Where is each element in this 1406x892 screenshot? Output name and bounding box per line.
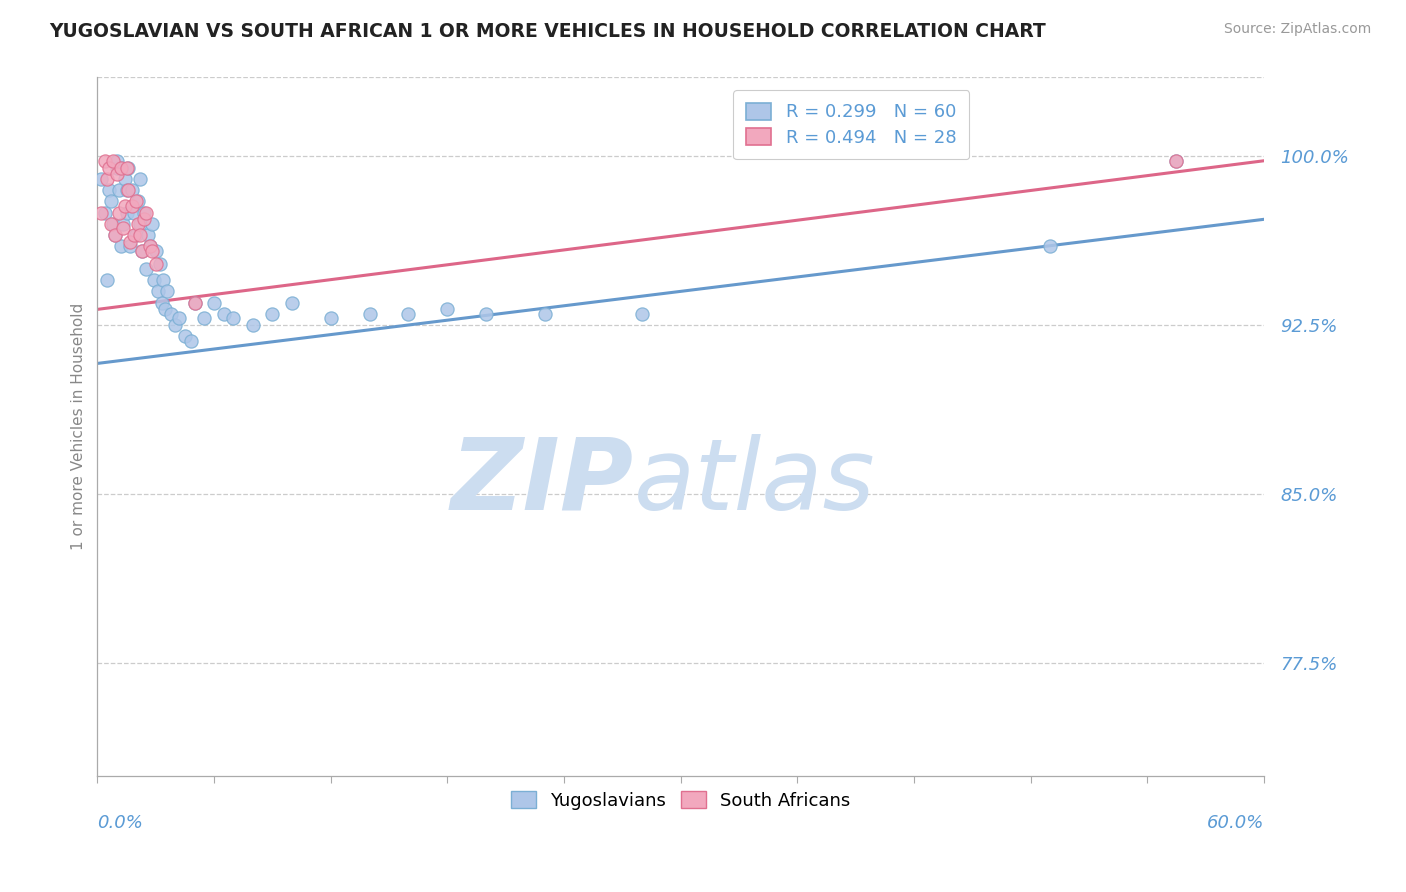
Point — [155, 302, 177, 317]
Point — [115, 161, 138, 175]
Point — [183, 295, 205, 310]
Y-axis label: 1 or more Vehicles in Household: 1 or more Vehicles in Household — [72, 303, 86, 550]
Point — [281, 295, 304, 310]
Point — [98, 161, 121, 175]
Point — [142, 273, 165, 287]
Point — [141, 244, 163, 258]
Point — [124, 228, 146, 243]
Point — [359, 307, 381, 321]
Point — [165, 318, 187, 333]
Point — [150, 295, 173, 310]
Point — [114, 171, 136, 186]
Point — [156, 285, 179, 299]
Point — [110, 239, 132, 253]
Point — [117, 161, 139, 175]
Point — [173, 329, 195, 343]
Point — [436, 302, 458, 317]
Point — [115, 183, 138, 197]
Point — [105, 167, 128, 181]
Point — [262, 307, 284, 321]
Point — [110, 161, 132, 175]
Point — [398, 307, 420, 321]
Point — [124, 205, 146, 219]
Point — [139, 239, 162, 253]
Text: 0.0%: 0.0% — [97, 814, 143, 832]
Point — [129, 217, 152, 231]
Point — [120, 239, 142, 253]
Point — [129, 228, 152, 243]
Point — [125, 194, 148, 209]
Point — [107, 183, 129, 197]
Legend: Yugoslavians, South Africans: Yugoslavians, South Africans — [502, 782, 859, 819]
Text: YUGOSLAVIAN VS SOUTH AFRICAN 1 OR MORE VEHICLES IN HOUSEHOLD CORRELATION CHART: YUGOSLAVIAN VS SOUTH AFRICAN 1 OR MORE V… — [49, 22, 1046, 41]
Point — [101, 217, 124, 231]
Point — [104, 228, 127, 243]
Point — [132, 212, 155, 227]
Point — [94, 153, 117, 168]
Point — [107, 205, 129, 219]
Point — [222, 311, 245, 326]
Point — [127, 217, 149, 231]
Point — [145, 244, 167, 258]
Point — [1166, 153, 1188, 168]
Point — [135, 261, 157, 276]
Point — [96, 273, 118, 287]
Point — [139, 239, 162, 253]
Text: ZIP: ZIP — [451, 434, 634, 531]
Point — [145, 257, 167, 271]
Point — [630, 307, 652, 321]
Point — [105, 153, 128, 168]
Point — [100, 194, 122, 209]
Point — [160, 307, 183, 321]
Point — [90, 205, 112, 219]
Point — [1166, 153, 1188, 168]
Point — [98, 183, 121, 197]
Text: 60.0%: 60.0% — [1206, 814, 1264, 832]
Point — [121, 199, 143, 213]
Point — [121, 183, 143, 197]
Point — [117, 183, 139, 197]
Point — [475, 307, 498, 321]
Point — [146, 285, 169, 299]
Point — [110, 161, 132, 175]
Point — [136, 228, 159, 243]
Point — [104, 228, 127, 243]
Point — [114, 199, 136, 213]
Point — [183, 295, 205, 310]
Point — [148, 257, 170, 271]
Point — [152, 273, 174, 287]
Point — [1039, 239, 1062, 253]
Point — [101, 153, 124, 168]
Point — [319, 311, 342, 326]
Point — [100, 217, 122, 231]
Point — [242, 318, 264, 333]
Point — [129, 171, 152, 186]
Point — [180, 334, 202, 348]
Point — [193, 311, 215, 326]
Point — [120, 235, 142, 249]
Point — [94, 205, 117, 219]
Point — [111, 221, 134, 235]
Text: atlas: atlas — [634, 434, 876, 531]
Point — [533, 307, 555, 321]
Point — [96, 171, 118, 186]
Point — [141, 217, 163, 231]
Point — [90, 171, 112, 186]
Point — [125, 228, 148, 243]
Point — [131, 244, 153, 258]
Point — [132, 205, 155, 219]
Point — [111, 217, 134, 231]
Text: Source: ZipAtlas.com: Source: ZipAtlas.com — [1223, 22, 1371, 37]
Point — [212, 307, 235, 321]
Point — [127, 194, 149, 209]
Point — [115, 205, 138, 219]
Point — [167, 311, 190, 326]
Point — [105, 161, 128, 175]
Point — [131, 244, 153, 258]
Point — [202, 295, 225, 310]
Point — [135, 205, 157, 219]
